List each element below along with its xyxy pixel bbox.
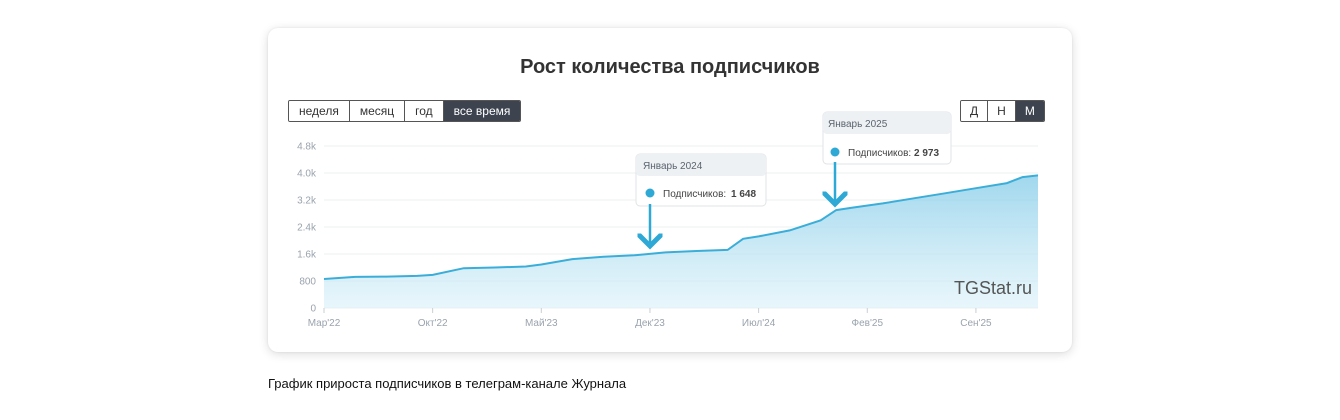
chart-card: Рост количества подписчиков неделя месяц… [268, 28, 1072, 352]
granularity-selector: Д Н М [960, 100, 1045, 122]
granularity-week-button[interactable]: Н [988, 101, 1016, 121]
x-tick-label: Окт'22 [418, 318, 448, 329]
tooltip-title: Январь 2024 [643, 161, 703, 172]
granularity-day-button[interactable]: Д [961, 101, 989, 121]
subscriber-growth-chart: 0 800 1.6k 2.4k 3.2k 4.0k 4.8k Мар'22 Окт'22 Май… [297, 111, 1039, 329]
tooltip-label: Подписчиков: [663, 189, 726, 200]
watermark: TGStat.ru [954, 278, 1032, 298]
y-tick-label: 1.6k [297, 250, 317, 261]
y-tick-label: 3.2k [297, 196, 317, 207]
x-tick-label: Сен'25 [960, 318, 992, 329]
range-year-button[interactable]: год [405, 101, 444, 121]
tooltip-title: Январь 2025 [828, 119, 888, 130]
x-tick-label: Май'23 [525, 318, 558, 329]
series-dot-icon [645, 188, 655, 198]
series-dot-icon [830, 147, 840, 157]
x-tick-label: Фев'25 [852, 318, 884, 329]
chart-title: Рост количества подписчиков [520, 56, 820, 78]
range-week-button[interactable]: неделя [289, 101, 350, 121]
range-all-time-button[interactable]: все время [443, 101, 521, 121]
x-tick-label: Дек'23 [635, 318, 665, 329]
tooltip-header [636, 154, 766, 176]
y-tick-label: 800 [299, 277, 316, 288]
x-axis-ticks: Мар'22 Окт'22 Май'23 Дек'23 Июл'24 Фев'25 Сен'… [308, 308, 992, 329]
tooltip-header [823, 112, 951, 134]
x-tick-label: Июл'24 [742, 318, 776, 329]
tooltip-label: Подписчиков: [848, 148, 911, 159]
subscribers-area [324, 175, 1038, 308]
x-tick-label: Мар'22 [308, 318, 341, 329]
y-axis-ticks: 0 800 1.6k 2.4k 3.2k 4.0k 4.8k [297, 142, 317, 315]
tooltip-jan-2024: Январь 2024 Подписчиков: 1 648 [635, 153, 767, 207]
granularity-month-button[interactable]: М [1015, 101, 1044, 121]
tooltip-value: 1 648 [731, 189, 756, 200]
y-tick-label: 2.4k [297, 223, 317, 234]
tooltip-jan-2025: Январь 2025 Подписчиков: 2 973 [822, 111, 952, 165]
subscribers-line [323, 174, 1039, 280]
y-tick-label: 4.0k [297, 169, 317, 180]
range-month-button[interactable]: месяц [349, 101, 406, 121]
tooltip-value: 2 973 [914, 148, 939, 159]
y-tick-label: 4.8k [297, 142, 317, 153]
range-selector: неделя месяц год все время [288, 100, 522, 122]
figure-caption: График прироста подписчиков в телеграм-к… [268, 376, 627, 391]
y-tick-label: 0 [310, 304, 316, 315]
